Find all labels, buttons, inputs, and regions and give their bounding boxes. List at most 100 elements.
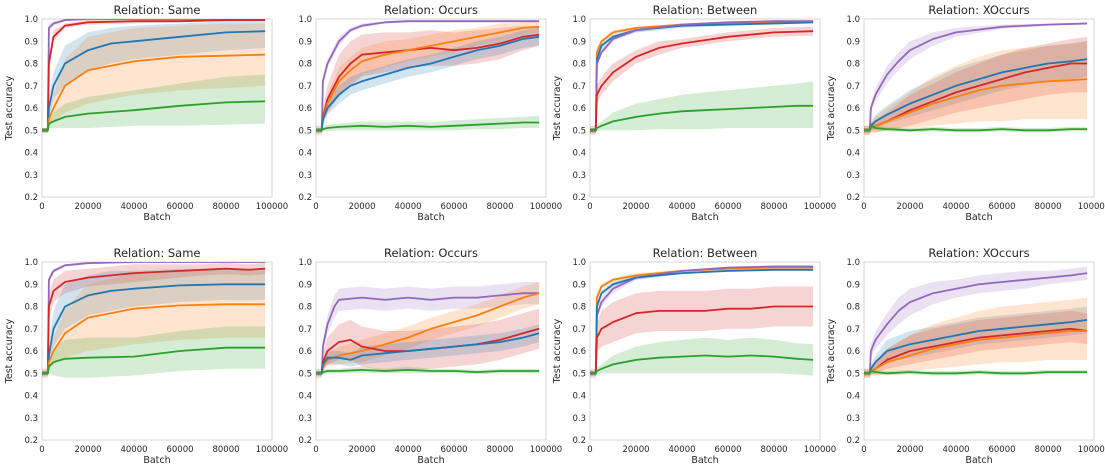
x-tick-label: 20000 xyxy=(896,445,923,455)
series-line xyxy=(42,267,266,375)
x-tick-label: 60000 xyxy=(440,202,467,212)
y-tick-label: 0.2 xyxy=(572,193,586,203)
y-tick-label: 0.4 xyxy=(24,392,38,402)
confidence-band xyxy=(590,20,814,133)
y-tick-label: 1.0 xyxy=(24,258,38,268)
series-line xyxy=(42,100,266,132)
confidence-band xyxy=(864,266,1088,376)
plot-series xyxy=(590,20,814,135)
x-tick-label: 0 xyxy=(313,202,318,212)
y-tick-label: 0.3 xyxy=(846,171,860,181)
series-line xyxy=(864,319,1088,375)
series-line xyxy=(42,346,266,375)
y-tick-label: 0.3 xyxy=(572,414,586,424)
x-tick-label: 100000 xyxy=(530,445,562,455)
y-tick-label: 0.2 xyxy=(572,436,586,446)
y-axis-label: Test accuracy xyxy=(552,75,563,141)
y-tick-label: 0.7 xyxy=(24,325,38,335)
x-tick-label: 20000 xyxy=(74,202,101,212)
series-line xyxy=(864,272,1088,375)
series-line xyxy=(864,78,1088,132)
chart-title: Relation: Occurs xyxy=(384,246,478,260)
y-tick-label: 0.8 xyxy=(846,60,860,70)
y-tick-label: 0.5 xyxy=(298,126,312,136)
x-tick-label: 60000 xyxy=(166,202,193,212)
plot-area xyxy=(315,261,547,441)
confidence-band xyxy=(42,270,266,376)
confidence-band xyxy=(316,308,540,378)
x-axis-label: Batch xyxy=(143,212,170,223)
y-tick-label: 0.3 xyxy=(572,171,586,181)
plot-area xyxy=(589,18,821,198)
x-tick-label: 100000 xyxy=(1078,202,1105,212)
y-tick-label: 0.5 xyxy=(24,369,38,379)
y-tick-label: 0.5 xyxy=(846,126,860,136)
y-axis-label: Test accuracy xyxy=(826,318,837,384)
x-tick-label: 60000 xyxy=(714,445,741,455)
x-tick-label: 40000 xyxy=(394,445,421,455)
x-axis-label: Batch xyxy=(417,212,444,223)
plot-series xyxy=(316,282,540,378)
chart-title: Relation: Same xyxy=(114,246,201,260)
x-tick-label: 80000 xyxy=(1034,202,1061,212)
plot-area xyxy=(41,261,273,441)
chart-panel: Relation: Between 0.2 0.3 0.4 0.5 0.6 0.7 0.8 0.… xyxy=(552,246,836,466)
y-tick-label: 0.5 xyxy=(846,369,860,379)
x-tick-label: 60000 xyxy=(440,445,467,455)
y-tick-label: 0.6 xyxy=(24,104,38,114)
series-line xyxy=(316,292,540,375)
y-tick-label: 0.8 xyxy=(298,60,312,70)
confidence-band xyxy=(42,263,266,378)
y-tick-label: 0.4 xyxy=(846,392,860,402)
y-tick-label: 0.9 xyxy=(846,280,860,290)
series-line xyxy=(316,327,540,375)
y-tick-label: 0.2 xyxy=(24,193,38,203)
x-tick-label: 80000 xyxy=(760,202,787,212)
y-tick-label: 0.7 xyxy=(572,325,586,335)
confidence-band xyxy=(864,310,1088,378)
x-tick-label: 0 xyxy=(39,445,44,455)
y-tick-label: 1.0 xyxy=(846,15,860,25)
y-tick-label: 0.6 xyxy=(572,104,586,114)
chart-title: Relation: XOccurs xyxy=(928,3,1029,17)
x-tick-label: 20000 xyxy=(348,445,375,455)
chart-title: Relation: XOccurs xyxy=(928,246,1029,260)
y-tick-label: 0.5 xyxy=(572,369,586,379)
x-tick-label: 0 xyxy=(587,202,592,212)
series-line xyxy=(590,305,814,375)
series-line xyxy=(316,121,540,132)
y-tick-label: 0.8 xyxy=(24,60,38,70)
x-axis-label: Batch xyxy=(417,455,444,466)
y-tick-label: 1.0 xyxy=(298,15,312,25)
x-tick-label: 80000 xyxy=(486,445,513,455)
y-tick-label: 0.6 xyxy=(846,104,860,114)
series-line xyxy=(864,58,1088,132)
y-tick-label: 0.9 xyxy=(298,280,312,290)
y-tick-label: 0.9 xyxy=(298,37,312,47)
chart-title: Relation: Occurs xyxy=(384,3,478,17)
y-tick-label: 0.2 xyxy=(846,193,860,203)
plot-series xyxy=(316,20,540,135)
x-axis-label: Batch xyxy=(691,212,718,223)
x-tick-label: 100000 xyxy=(804,202,836,212)
y-tick-label: 0.4 xyxy=(298,392,312,402)
chart-title: Relation: Between xyxy=(653,246,758,260)
confidence-band xyxy=(316,27,540,133)
plot-series xyxy=(864,22,1088,135)
x-tick-label: 40000 xyxy=(120,445,147,455)
x-tick-label: 80000 xyxy=(212,202,239,212)
x-tick-label: 100000 xyxy=(804,445,836,455)
x-tick-label: 60000 xyxy=(166,445,193,455)
x-tick-label: 0 xyxy=(861,445,866,455)
y-tick-label: 0.8 xyxy=(24,303,38,313)
y-tick-label: 0.7 xyxy=(846,82,860,92)
x-axis-label: Batch xyxy=(965,212,992,223)
x-tick-label: 40000 xyxy=(668,202,695,212)
x-axis-label: Batch xyxy=(143,455,170,466)
x-tick-label: 40000 xyxy=(668,445,695,455)
confidence-band xyxy=(864,41,1088,135)
chart-title: Relation: Same xyxy=(114,3,201,17)
x-tick-label: 100000 xyxy=(530,202,562,212)
x-tick-label: 20000 xyxy=(348,202,375,212)
